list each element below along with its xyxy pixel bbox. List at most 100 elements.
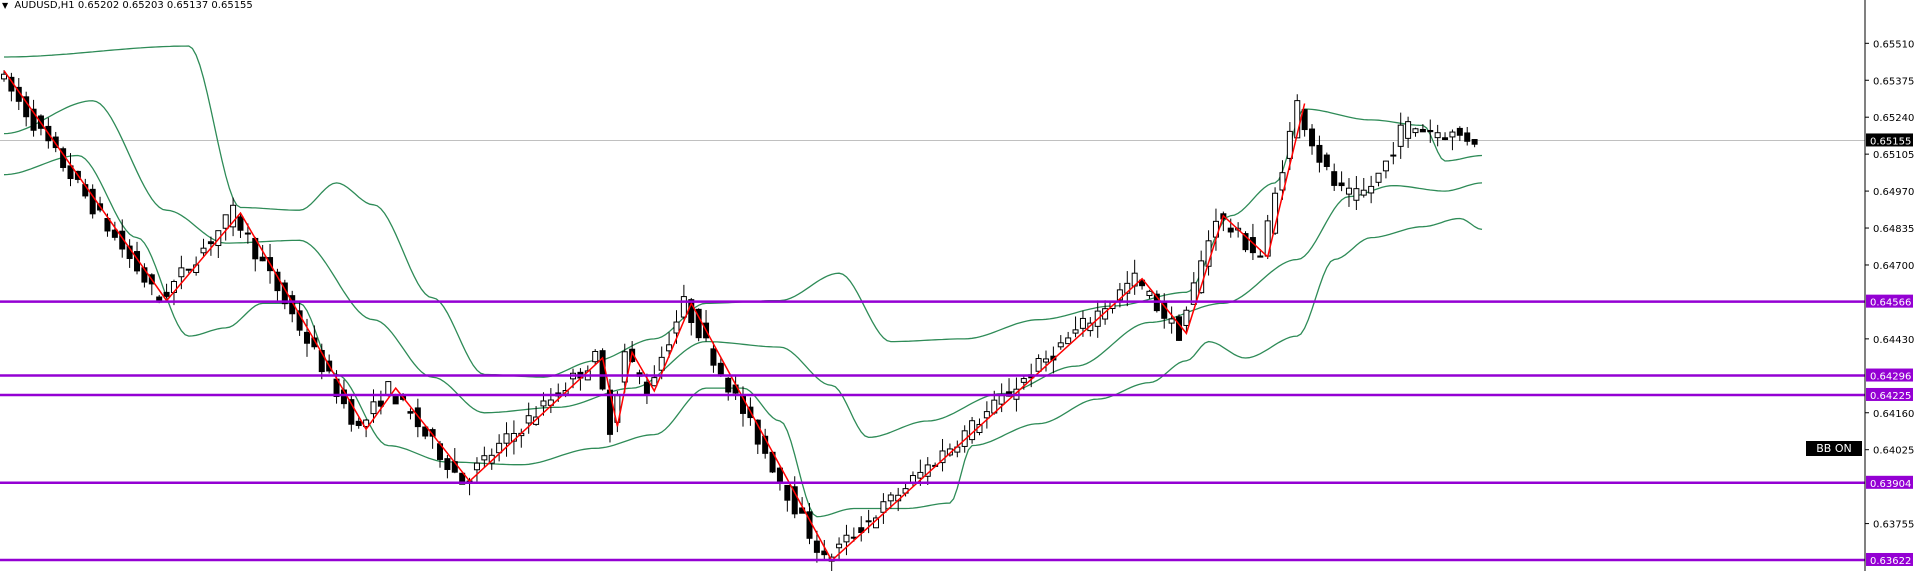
candle-body — [880, 501, 887, 513]
level-price-tag — [1866, 294, 1913, 308]
candle-body — [178, 267, 185, 278]
candle-body — [1382, 160, 1389, 172]
candle-body — [473, 462, 480, 471]
ohlc-values: 0.65202 0.65203 0.65137 0.65155 — [77, 0, 253, 11]
current-price-tag — [1866, 133, 1913, 147]
candle-body — [429, 429, 436, 437]
candle-body — [503, 433, 510, 444]
candle-body — [1116, 289, 1123, 301]
candle-body — [119, 230, 126, 250]
candle-body — [1316, 144, 1323, 163]
y-tick-label: 0.64700 — [1873, 261, 1914, 272]
candle-body — [983, 411, 990, 419]
candle-body — [370, 401, 377, 415]
candle-body — [1345, 187, 1352, 195]
candle-body — [836, 543, 843, 549]
candle-body — [1412, 128, 1419, 134]
candle-body — [961, 430, 968, 447]
candle-body — [592, 350, 599, 363]
candle-body — [244, 232, 251, 235]
candle-body — [104, 218, 111, 232]
y-tick-label: 0.64430 — [1873, 335, 1914, 346]
y-tick-label: 0.64160 — [1873, 409, 1914, 420]
candle-body — [1087, 322, 1094, 332]
bb-status-badge: BB ON — [1806, 441, 1862, 456]
candle-body — [318, 349, 325, 373]
candle-body — [348, 399, 355, 425]
level-price-tag — [1866, 552, 1913, 566]
y-tick-label: 0.65105 — [1873, 150, 1914, 161]
candle-body — [1279, 172, 1286, 191]
candle-body — [1368, 185, 1375, 194]
lower-bollinger-band — [3, 154, 1483, 518]
candle-body — [385, 381, 392, 396]
candle-body — [1331, 171, 1338, 186]
candle-body — [621, 351, 628, 383]
candle-body — [1020, 378, 1027, 383]
candle-body — [222, 214, 229, 229]
candle-body — [666, 344, 673, 352]
candle-body — [754, 419, 761, 445]
candle-body — [259, 256, 266, 262]
level-price-tag — [1866, 475, 1913, 489]
candle-body — [784, 484, 791, 501]
y-tick-label: 0.64835 — [1873, 224, 1914, 235]
candle-body — [1227, 227, 1234, 233]
candle-body — [1146, 290, 1153, 297]
candle-body — [1035, 357, 1042, 372]
candle-body — [163, 291, 170, 297]
candle-body — [673, 321, 680, 334]
candle-body — [858, 527, 865, 534]
candle-body — [946, 448, 953, 456]
y-tick-label: 0.65510 — [1873, 39, 1914, 50]
y-tick-label: 0.64970 — [1873, 187, 1914, 198]
y-tick-label: 0.63755 — [1873, 520, 1914, 531]
candle-body — [695, 308, 702, 339]
candle-body — [725, 377, 732, 393]
candle-body — [887, 494, 894, 502]
candle-body — [414, 407, 421, 428]
level-price-tag — [1866, 387, 1913, 401]
candle-body — [651, 377, 658, 387]
candle-body — [1124, 282, 1131, 294]
candle-body — [1309, 128, 1316, 147]
candle-body — [1405, 121, 1412, 139]
candle-body — [311, 337, 318, 348]
candle-body — [1449, 131, 1456, 138]
candle-body — [1338, 182, 1345, 187]
zigzag-line — [3, 70, 1306, 562]
candle-body — [813, 540, 820, 553]
candle-body — [1353, 188, 1360, 201]
candle-body — [89, 188, 96, 215]
candle-body — [1168, 318, 1175, 324]
candle-body — [680, 296, 687, 318]
candle-body — [111, 229, 118, 238]
candle-body — [30, 108, 37, 131]
candle-body — [481, 455, 488, 461]
candle-body — [1294, 100, 1301, 139]
candle-body — [843, 534, 850, 543]
candle-body — [459, 472, 466, 485]
candle-body — [444, 458, 451, 470]
candle-body — [407, 411, 414, 414]
y-tick-label: 0.64025 — [1873, 446, 1914, 457]
candle-body — [1375, 172, 1382, 183]
level-price-label: 0.64296 — [1870, 372, 1911, 383]
dropdown-triangle-icon[interactable]: ▼ — [2, 1, 9, 10]
candle-body — [1176, 316, 1183, 341]
candle-body — [599, 350, 606, 390]
candle-body — [422, 426, 429, 437]
candle-body — [52, 136, 59, 149]
candle-body — [1419, 128, 1426, 133]
candle-body — [1242, 233, 1249, 251]
level-price-label: 0.63622 — [1870, 556, 1911, 567]
level-price-label: 0.63904 — [1870, 479, 1911, 490]
candle-body — [1065, 337, 1072, 345]
candle-body — [525, 415, 532, 424]
candle-body — [1139, 279, 1146, 287]
candle-body — [643, 381, 650, 396]
candle-body — [230, 204, 237, 228]
y-tick-label: 0.65240 — [1873, 113, 1914, 124]
